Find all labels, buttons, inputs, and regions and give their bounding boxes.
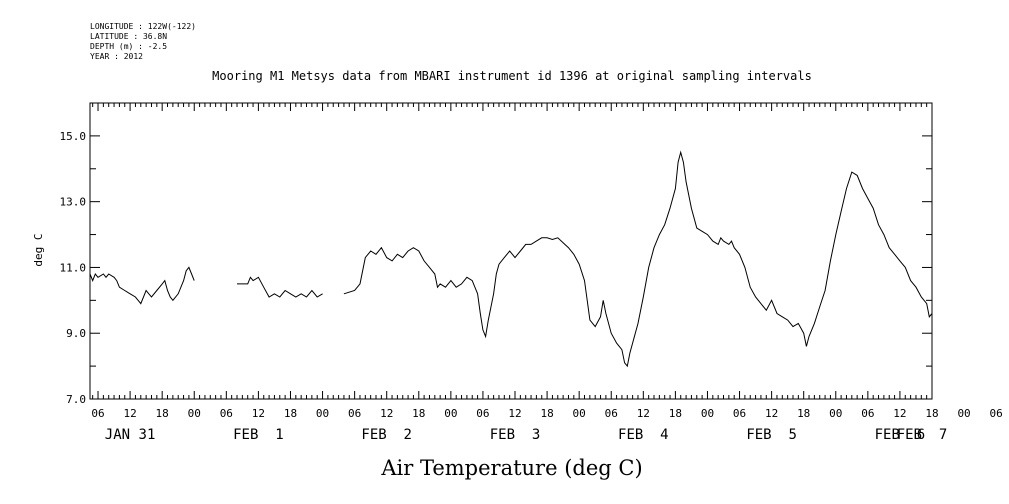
series-group: [89, 150, 933, 368]
x-tick-label: 00: [188, 407, 201, 420]
x-tick-label: 12: [765, 407, 778, 420]
x-tick-label: 12: [123, 407, 136, 420]
longitude-label: LONGITUDE : 122W(-122): [90, 22, 196, 31]
x-tick-label: 12: [380, 407, 393, 420]
x-tick-label: 18: [412, 407, 425, 420]
axis-ticks: [90, 102, 933, 400]
x-tick-label: 18: [540, 407, 553, 420]
x-tick-label: 00: [829, 407, 842, 420]
y-tick-label: 11.0: [60, 261, 87, 274]
metadata-block: LONGITUDE : 122W(-122) LATITUDE : 36.8N …: [90, 22, 196, 62]
y-tick-label: 7.0: [66, 393, 86, 406]
day-label: FEB 5: [746, 427, 797, 443]
y-tick-label: 13.0: [60, 196, 87, 209]
x-axis-title: Air Temperature (deg C): [380, 456, 642, 480]
latitude-label: LATITUDE : 36.8N: [90, 32, 168, 41]
chart-title: Mooring M1 Metsys data from MBARI instru…: [212, 69, 812, 83]
x-tick-label: 00: [957, 407, 970, 420]
day-label: FEB 3: [490, 427, 541, 443]
year-label: YEAR : 2012: [90, 52, 143, 61]
x-tick-label: 06: [861, 407, 874, 420]
series-line: [237, 276, 323, 298]
series-line: [343, 150, 933, 368]
day-label: FEB 6: [875, 427, 926, 443]
x-tick-label: 18: [669, 407, 682, 420]
y-tick-labels: 7.0 9.0 11.0 13.0 15.0: [60, 130, 87, 406]
day-label: FEB 1: [233, 427, 284, 443]
day-label: FEB 7: [897, 427, 948, 443]
plot-frame: [89, 102, 933, 400]
x-tick-label: 00: [444, 407, 457, 420]
x-tick-label: 18: [797, 407, 810, 420]
y-axis-label: deg C: [32, 233, 45, 266]
day-label: FEB 2: [361, 427, 412, 443]
x-tick-label: 06: [990, 407, 1003, 420]
x-tick-label: 06: [733, 407, 746, 420]
x-tick-label: 12: [252, 407, 265, 420]
x-tick-label: 00: [701, 407, 714, 420]
depth-label: DEPTH (m) : -2.5: [90, 42, 168, 51]
day-label: JAN 31: [105, 427, 156, 443]
x-tick-label: 18: [925, 407, 938, 420]
x-tick-label: 06: [91, 407, 104, 420]
x-tick-label: 12: [508, 407, 521, 420]
x-tick-label: 00: [316, 407, 329, 420]
x-tick-label: 18: [284, 407, 297, 420]
day-label: FEB 4: [618, 427, 669, 443]
x-tick-label: 12: [893, 407, 906, 420]
y-tick-label: 9.0: [66, 327, 86, 340]
x-tick-label: 06: [348, 407, 361, 420]
x-tick-label: 18: [156, 407, 169, 420]
x-tick-labels: 06 12 18 00 06 12 18 00 06 12 18 00 06 12 18 00 06 12 18 00…: [91, 407, 1003, 420]
y-tick-label: 15.0: [60, 130, 87, 143]
x-tick-label: 00: [573, 407, 586, 420]
x-tick-label: 06: [605, 407, 618, 420]
x-tick-label: 06: [220, 407, 233, 420]
series-line: [89, 266, 195, 305]
x-tick-label: 12: [637, 407, 650, 420]
x-tick-label: 06: [476, 407, 489, 420]
day-labels: JAN 31 FEB 1 FEB 2 FEB 3 FEB 4 FEB 5 FEB 6FEB …: [105, 427, 947, 443]
